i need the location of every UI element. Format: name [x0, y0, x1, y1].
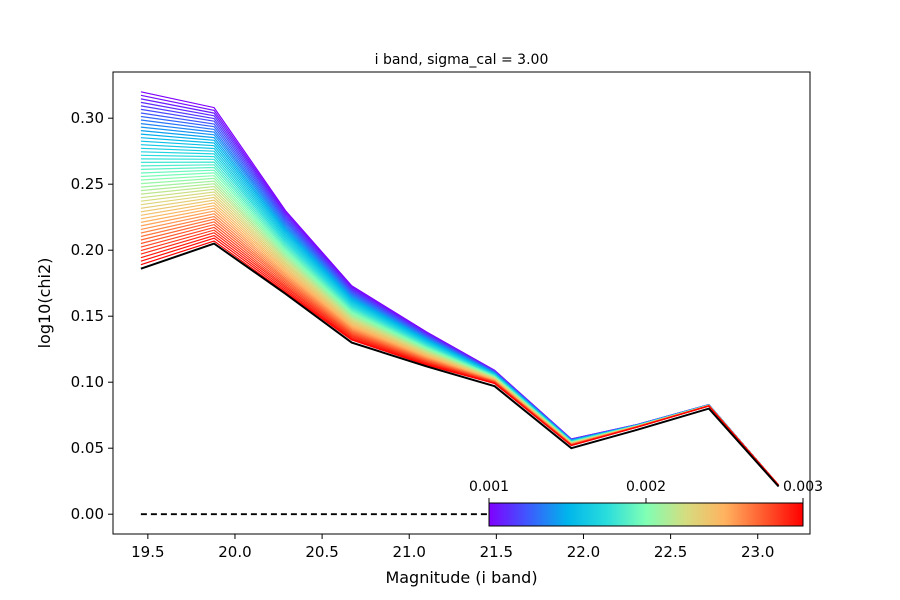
series-line — [140, 161, 780, 486]
series-lines — [140, 91, 780, 486]
series-line — [140, 169, 780, 486]
colorbar — [488, 502, 804, 527]
x-tick-label: 20.5 — [305, 543, 338, 561]
series-line — [140, 166, 780, 486]
x-tick-label: 21.0 — [393, 543, 426, 561]
y-tick-label: 0.25 — [71, 175, 104, 193]
series-line — [140, 133, 780, 486]
y-tick-label: 0.00 — [71, 505, 104, 523]
y-tick-label: 0.30 — [71, 109, 104, 127]
series-line — [140, 105, 780, 486]
colorbar-tick-label: 0.002 — [626, 479, 666, 495]
y-tick-label: 0.20 — [71, 241, 104, 259]
series-line — [140, 91, 780, 486]
x-tick-label: 22.5 — [654, 543, 687, 561]
x-tick-label: 19.5 — [131, 543, 164, 561]
x-tick-label: 20.0 — [218, 543, 251, 561]
colorbar-tick-label: 0.003 — [783, 479, 823, 495]
colorbar-ticks: 0.001 0.002 0.003 — [469, 479, 823, 503]
y-tick-label: 0.05 — [71, 439, 104, 457]
y-tick-label: 0.10 — [71, 373, 104, 391]
series-line — [140, 164, 780, 486]
series-line — [140, 172, 780, 486]
series-line — [140, 240, 780, 486]
series-line — [140, 147, 780, 486]
colorbar-tick-label: 0.001 — [469, 479, 509, 495]
black-line-group — [140, 242, 780, 488]
x-tick-label: 22.0 — [567, 543, 600, 561]
x-tick-label: 21.5 — [480, 543, 513, 561]
black-line — [140, 242, 780, 488]
x-axis-ticks: 19.5 20.0 20.5 21.0 21.5 22.0 22.5 23.0 — [131, 534, 774, 561]
series-line — [140, 119, 780, 486]
y-tick-label: 0.15 — [71, 307, 104, 325]
y-axis-label: log10(chi2) — [35, 258, 54, 349]
y-axis-ticks: 0.00 0.05 0.10 0.15 0.20 0.25 0.30 — [71, 109, 113, 523]
x-axis-label: Magnitude (i band) — [385, 568, 537, 587]
x-tick-label: 23.0 — [741, 543, 774, 561]
chart-title: i band, sigma_cal = 3.00 — [375, 52, 549, 68]
plot-area-frame — [112, 71, 811, 535]
series-line — [140, 158, 780, 486]
series-line — [140, 175, 780, 486]
